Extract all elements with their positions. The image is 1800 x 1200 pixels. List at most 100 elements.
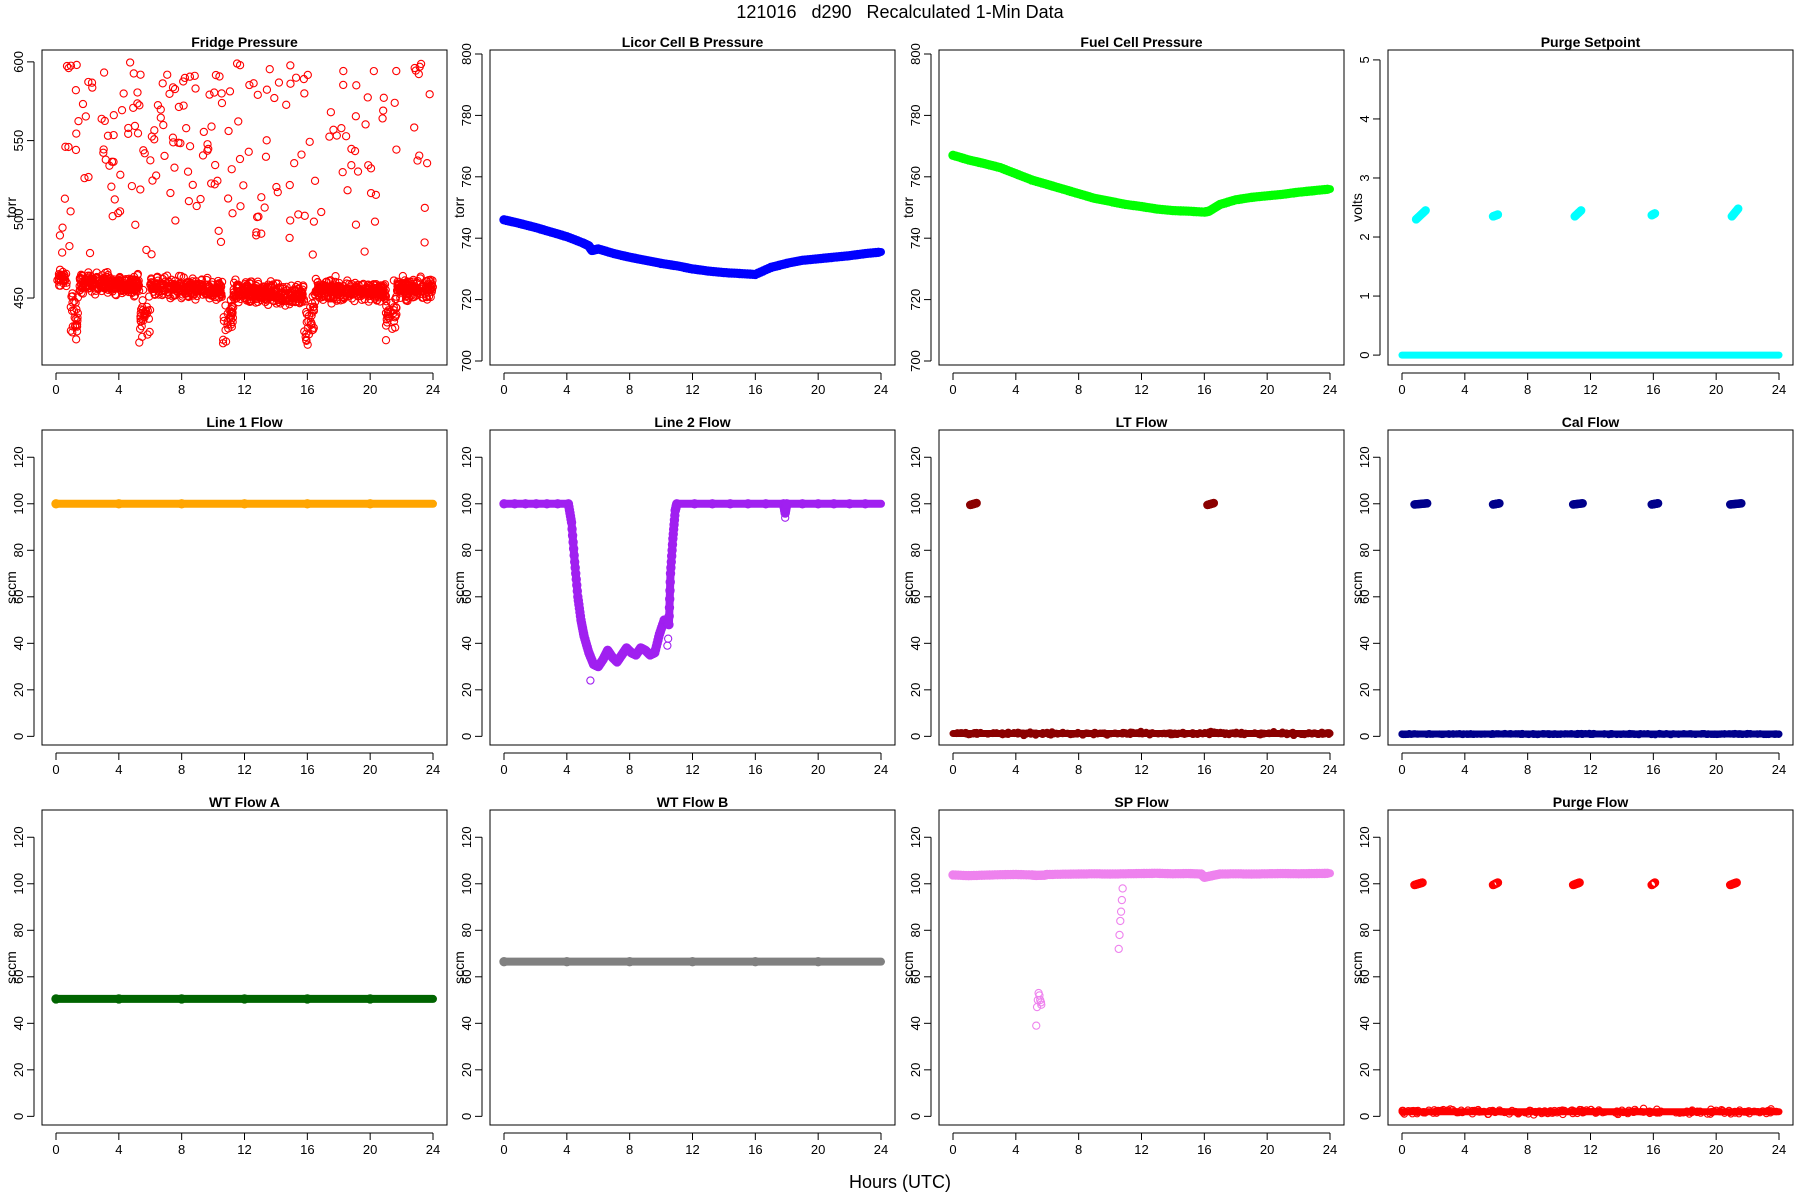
data-point — [303, 70, 312, 80]
data-point — [363, 283, 373, 292]
x-axis: 0 4 8 12 16 20 24 — [52, 372, 440, 397]
data-point — [1530, 730, 1539, 738]
x-tick-label: 20 — [363, 382, 377, 397]
x-tick-label: 16 — [300, 762, 314, 777]
data-point — [245, 295, 254, 304]
data-point — [1014, 728, 1022, 737]
data-point — [302, 994, 313, 1004]
data-point — [125, 58, 135, 67]
x-tick-label: 0 — [500, 762, 507, 777]
y-axis: 0 20 40 60 80 100 120 — [908, 446, 932, 740]
panel-fridge-pressure: Fridge Pressure torr 0 4 8 12 16 20 24 450 500 550 6… — [3, 34, 448, 397]
y-axis: 0 20 40 60 80 100 120 — [459, 446, 483, 740]
data-point — [372, 296, 381, 305]
data-point — [1225, 730, 1233, 739]
data-point — [253, 90, 262, 100]
data-point — [1735, 1106, 1744, 1114]
y-tick-label: 60 — [11, 970, 26, 984]
data-point — [147, 250, 156, 259]
data-point — [664, 620, 674, 630]
data-point — [285, 233, 294, 243]
data-point — [203, 146, 212, 155]
burst-point — [1737, 499, 1746, 508]
data-point — [185, 72, 195, 81]
data-point — [1063, 729, 1072, 737]
data-point — [542, 499, 552, 509]
x-tick-label: 16 — [1197, 762, 1211, 777]
data-point — [208, 285, 217, 294]
data-point — [218, 335, 228, 344]
data-point — [332, 131, 341, 140]
plot-frame — [41, 429, 448, 746]
data-point — [182, 124, 191, 133]
x-tick-label: 0 — [500, 382, 507, 397]
y-tick-label: 760 — [908, 166, 923, 188]
data-point — [1429, 730, 1437, 738]
y-axis-label: sccm — [451, 571, 467, 604]
data-point — [338, 168, 347, 177]
data-series — [499, 956, 885, 967]
x-tick-label: 24 — [1323, 382, 1337, 397]
data-point — [282, 100, 291, 109]
data-point — [984, 730, 992, 738]
data-point — [393, 279, 402, 288]
data-point — [357, 295, 367, 305]
y-tick-label: 4 — [1357, 115, 1372, 122]
data-point — [1198, 729, 1207, 738]
x-tick-label: 8 — [1075, 762, 1082, 777]
data-point — [1511, 1107, 1520, 1116]
y-tick-label: 60 — [908, 970, 923, 984]
data-point — [1296, 730, 1304, 738]
data-point — [234, 117, 243, 126]
data-series — [1398, 878, 1783, 1119]
data-point — [315, 289, 324, 298]
data-point — [66, 61, 76, 70]
data-point — [239, 499, 250, 509]
data-point — [552, 499, 563, 509]
data-point — [394, 284, 404, 294]
data-point — [117, 106, 127, 115]
data-point — [425, 90, 434, 99]
data-point — [143, 330, 152, 339]
data-point — [248, 286, 257, 295]
data-point — [72, 60, 81, 70]
data-point — [1743, 1108, 1751, 1117]
y-tick-label: 0 — [11, 733, 26, 740]
data-point — [171, 216, 180, 225]
y-tick-label: 80 — [11, 543, 26, 557]
data-point — [261, 152, 271, 161]
data-point — [366, 290, 376, 299]
data-point — [1463, 730, 1471, 738]
y-tick-label: 100 — [1357, 493, 1372, 515]
data-point — [272, 182, 281, 192]
y-tick-label: 60 — [1357, 590, 1372, 604]
y-tick-label: 80 — [459, 923, 474, 937]
data-point — [1404, 1107, 1413, 1115]
data-point — [287, 281, 296, 290]
plot-frame — [489, 809, 896, 1126]
y-axis-label: sccm — [3, 571, 19, 604]
data-point — [116, 170, 125, 179]
data-point — [139, 316, 148, 325]
data-point — [156, 113, 165, 122]
outlier-point — [1032, 1021, 1041, 1030]
panel-title: Line 2 Flow — [654, 414, 730, 430]
x-tick-label: 8 — [178, 1142, 185, 1157]
y-tick-label: 20 — [1357, 1063, 1372, 1077]
y-axis: 0 20 40 60 80 100 120 — [11, 446, 35, 740]
data-point — [392, 292, 401, 301]
x-tick-label: 24 — [426, 762, 440, 777]
data-point — [1539, 730, 1547, 738]
data-point — [510, 499, 520, 509]
x-tick-label: 0 — [52, 382, 59, 397]
data-point — [1665, 730, 1673, 738]
outlier-point — [781, 513, 790, 522]
data-point — [1126, 728, 1135, 736]
y-tick-label: 40 — [11, 636, 26, 650]
data-point — [426, 277, 435, 286]
y-tick-label: 20 — [1357, 683, 1372, 697]
data-point — [268, 291, 277, 300]
y-axis: 0 20 40 60 80 100 120 — [908, 826, 932, 1120]
x-tick-label: 20 — [811, 762, 825, 777]
